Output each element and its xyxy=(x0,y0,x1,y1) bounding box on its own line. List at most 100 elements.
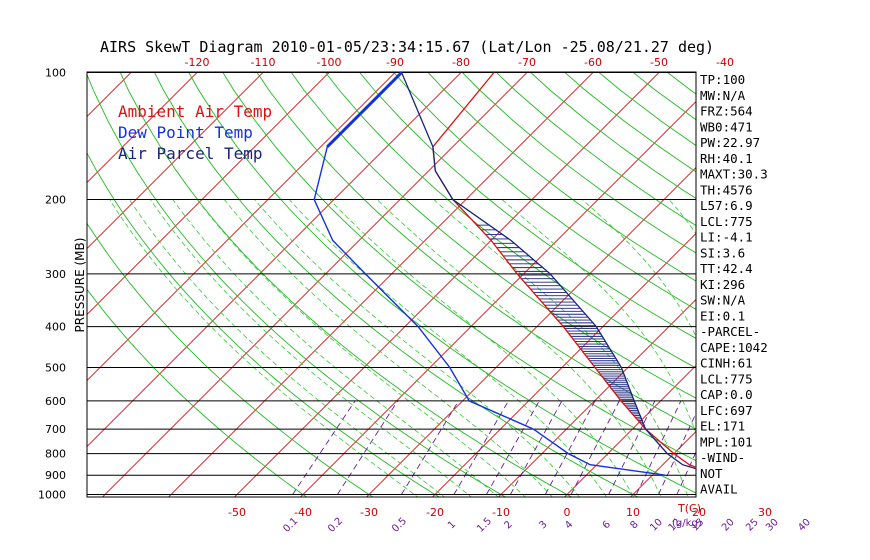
isotherm-line xyxy=(0,53,18,503)
isotherm-line xyxy=(365,166,696,497)
isotherm-line xyxy=(497,298,696,497)
index-entry: LCL:775 xyxy=(700,371,753,386)
moist-adiabat-line xyxy=(196,199,526,497)
moist-adiabat-line xyxy=(433,199,689,497)
mixing-ratio-unit-label: (g/kg) xyxy=(672,518,702,529)
mixing-ratio-line xyxy=(570,400,620,495)
moist-adiabat-line xyxy=(223,199,553,497)
dry-adiabat-line xyxy=(256,72,696,430)
mixing-ratio-tick-label: 10 xyxy=(648,517,665,534)
top-temp-tick-label: -90 xyxy=(386,56,404,69)
mixing-ratio-line xyxy=(608,400,656,495)
pressure-axis: 100 200 300 400 500 600 700 800 900 1000 xyxy=(38,67,66,502)
index-entry: TT:42.4 xyxy=(700,261,753,276)
isotherm-line xyxy=(87,72,331,316)
index-entry: KI:296 xyxy=(700,277,745,292)
y-axis-label: PRESSURE (MB) xyxy=(73,238,87,333)
moist-adiabat-line xyxy=(329,199,635,497)
index-entry: CAP:0.0 xyxy=(700,387,753,402)
bottom-temp-tick-label: 0 xyxy=(564,506,571,519)
x-axis-unit-label: T(C) xyxy=(677,502,701,515)
pressure-tick-label: 900 xyxy=(45,469,66,482)
dry-adiabat-line xyxy=(775,53,870,503)
mixing-ratio-line xyxy=(754,401,792,495)
dry-adiabat-line xyxy=(392,72,696,310)
mixing-ratio-tick-label: 0.2 xyxy=(326,516,345,535)
top-temp-tick-label: -110 xyxy=(251,56,276,69)
index-entry: SI:3.6 xyxy=(700,245,745,260)
pressure-tick-label: 100 xyxy=(45,67,66,80)
bottom-temp-tick-label: -50 xyxy=(228,506,246,519)
index-entry: AVAIL xyxy=(700,482,738,497)
mixing-ratio-line xyxy=(453,400,509,495)
bottom-temperature-axis: -50 -40 -30 -20 -10 0 10 20 30 xyxy=(228,506,772,519)
top-temp-tick-label: -100 xyxy=(317,56,342,69)
chart-legend: Ambient Air Temp Dew Point Temp Air Parc… xyxy=(118,102,272,163)
mixing-ratio-line xyxy=(337,400,399,495)
mixing-ratio-tick-label: 8 xyxy=(628,519,640,531)
index-entry: MAXT:30.3 xyxy=(700,167,768,182)
index-entry: EI:0.1 xyxy=(700,308,745,323)
mixing-ratio-line xyxy=(292,400,356,495)
isotherm-line xyxy=(167,72,595,497)
top-temperature-axis: -120 -110 -100 -90 -80 -70 -60 -50 -40 xyxy=(185,56,734,69)
dry-adiabat-line xyxy=(222,72,696,462)
mixing-ratio-line xyxy=(635,400,682,495)
dry-adiabat-line xyxy=(87,152,440,497)
index-entry: LCL:775 xyxy=(700,214,753,229)
index-entry: NOT xyxy=(700,466,723,481)
stability-indices-panel: TP:100MW:N/AFRZ:564WB0:471PW:22.97RH:40.… xyxy=(700,72,768,497)
mixing-ratio-tick-label: 3 xyxy=(537,519,549,531)
mixing-ratio-line xyxy=(806,401,840,495)
moist-adiabat-line xyxy=(172,199,499,497)
moist-adiabat-line xyxy=(109,199,419,497)
dry-adiabat-line xyxy=(290,72,696,399)
mixing-ratio-line xyxy=(486,400,540,495)
mixing-ratio-tick-label: 30 xyxy=(764,517,781,534)
moist-adiabat-line xyxy=(129,199,445,497)
dry-adiabat-line xyxy=(427,72,696,282)
pressure-tick-label: 700 xyxy=(45,423,66,436)
top-temp-tick-label: -40 xyxy=(716,56,734,69)
dry-adiabat-line xyxy=(358,72,696,339)
dry-adiabat-line xyxy=(529,72,696,199)
dry-adiabat-line xyxy=(324,72,696,369)
top-temp-tick-label: -120 xyxy=(185,56,210,69)
mixing-ratio-tick-label: 1 xyxy=(446,519,458,531)
mixing-ratio-tick-label: 4 xyxy=(563,519,575,531)
isotherm-line xyxy=(87,72,463,448)
top-temp-tick-label: -70 xyxy=(518,56,536,69)
grid-lines xyxy=(0,53,870,503)
isotherm-line xyxy=(87,72,265,250)
isotherm-line xyxy=(822,53,870,503)
dry-adiabat-line xyxy=(461,72,696,254)
legend-ambient-air-temp: Ambient Air Temp xyxy=(118,102,272,121)
isotherm-line xyxy=(101,72,529,497)
index-entry: CAPE:1042 xyxy=(700,340,768,355)
index-entry: TH:4576 xyxy=(700,182,753,197)
mixing-ratio-line xyxy=(658,412,696,495)
bottom-temp-tick-label: -20 xyxy=(426,506,444,519)
dry-adiabat-line xyxy=(87,73,507,497)
mixing-ratio-line xyxy=(544,400,596,495)
sounding-profiles xyxy=(313,72,696,476)
pressure-tick-label: 1000 xyxy=(38,489,66,502)
isotherm-line xyxy=(87,72,199,184)
mixing-ratio-line xyxy=(401,400,460,495)
bottom-temp-tick-label: -40 xyxy=(294,506,312,519)
moist-adiabat-line xyxy=(150,199,472,497)
index-entry: TP:100 xyxy=(700,72,745,87)
bottom-temp-tick-label: -10 xyxy=(492,506,510,519)
isotherm-line xyxy=(233,72,661,497)
index-entry: -WIND- xyxy=(700,450,745,465)
index-entry: -PARCEL- xyxy=(700,324,760,339)
index-entry: RH:40.1 xyxy=(700,151,753,166)
pressure-tick-label: 800 xyxy=(45,448,66,461)
isotherm-line xyxy=(0,53,84,503)
dry-adiabat-line xyxy=(153,72,639,497)
mixing-ratio-line xyxy=(774,401,810,495)
index-entry: L57:6.9 xyxy=(700,198,753,213)
dry-adiabat-line xyxy=(188,72,696,494)
legend-air-parcel-temp: Air Parcel Temp xyxy=(118,144,263,163)
